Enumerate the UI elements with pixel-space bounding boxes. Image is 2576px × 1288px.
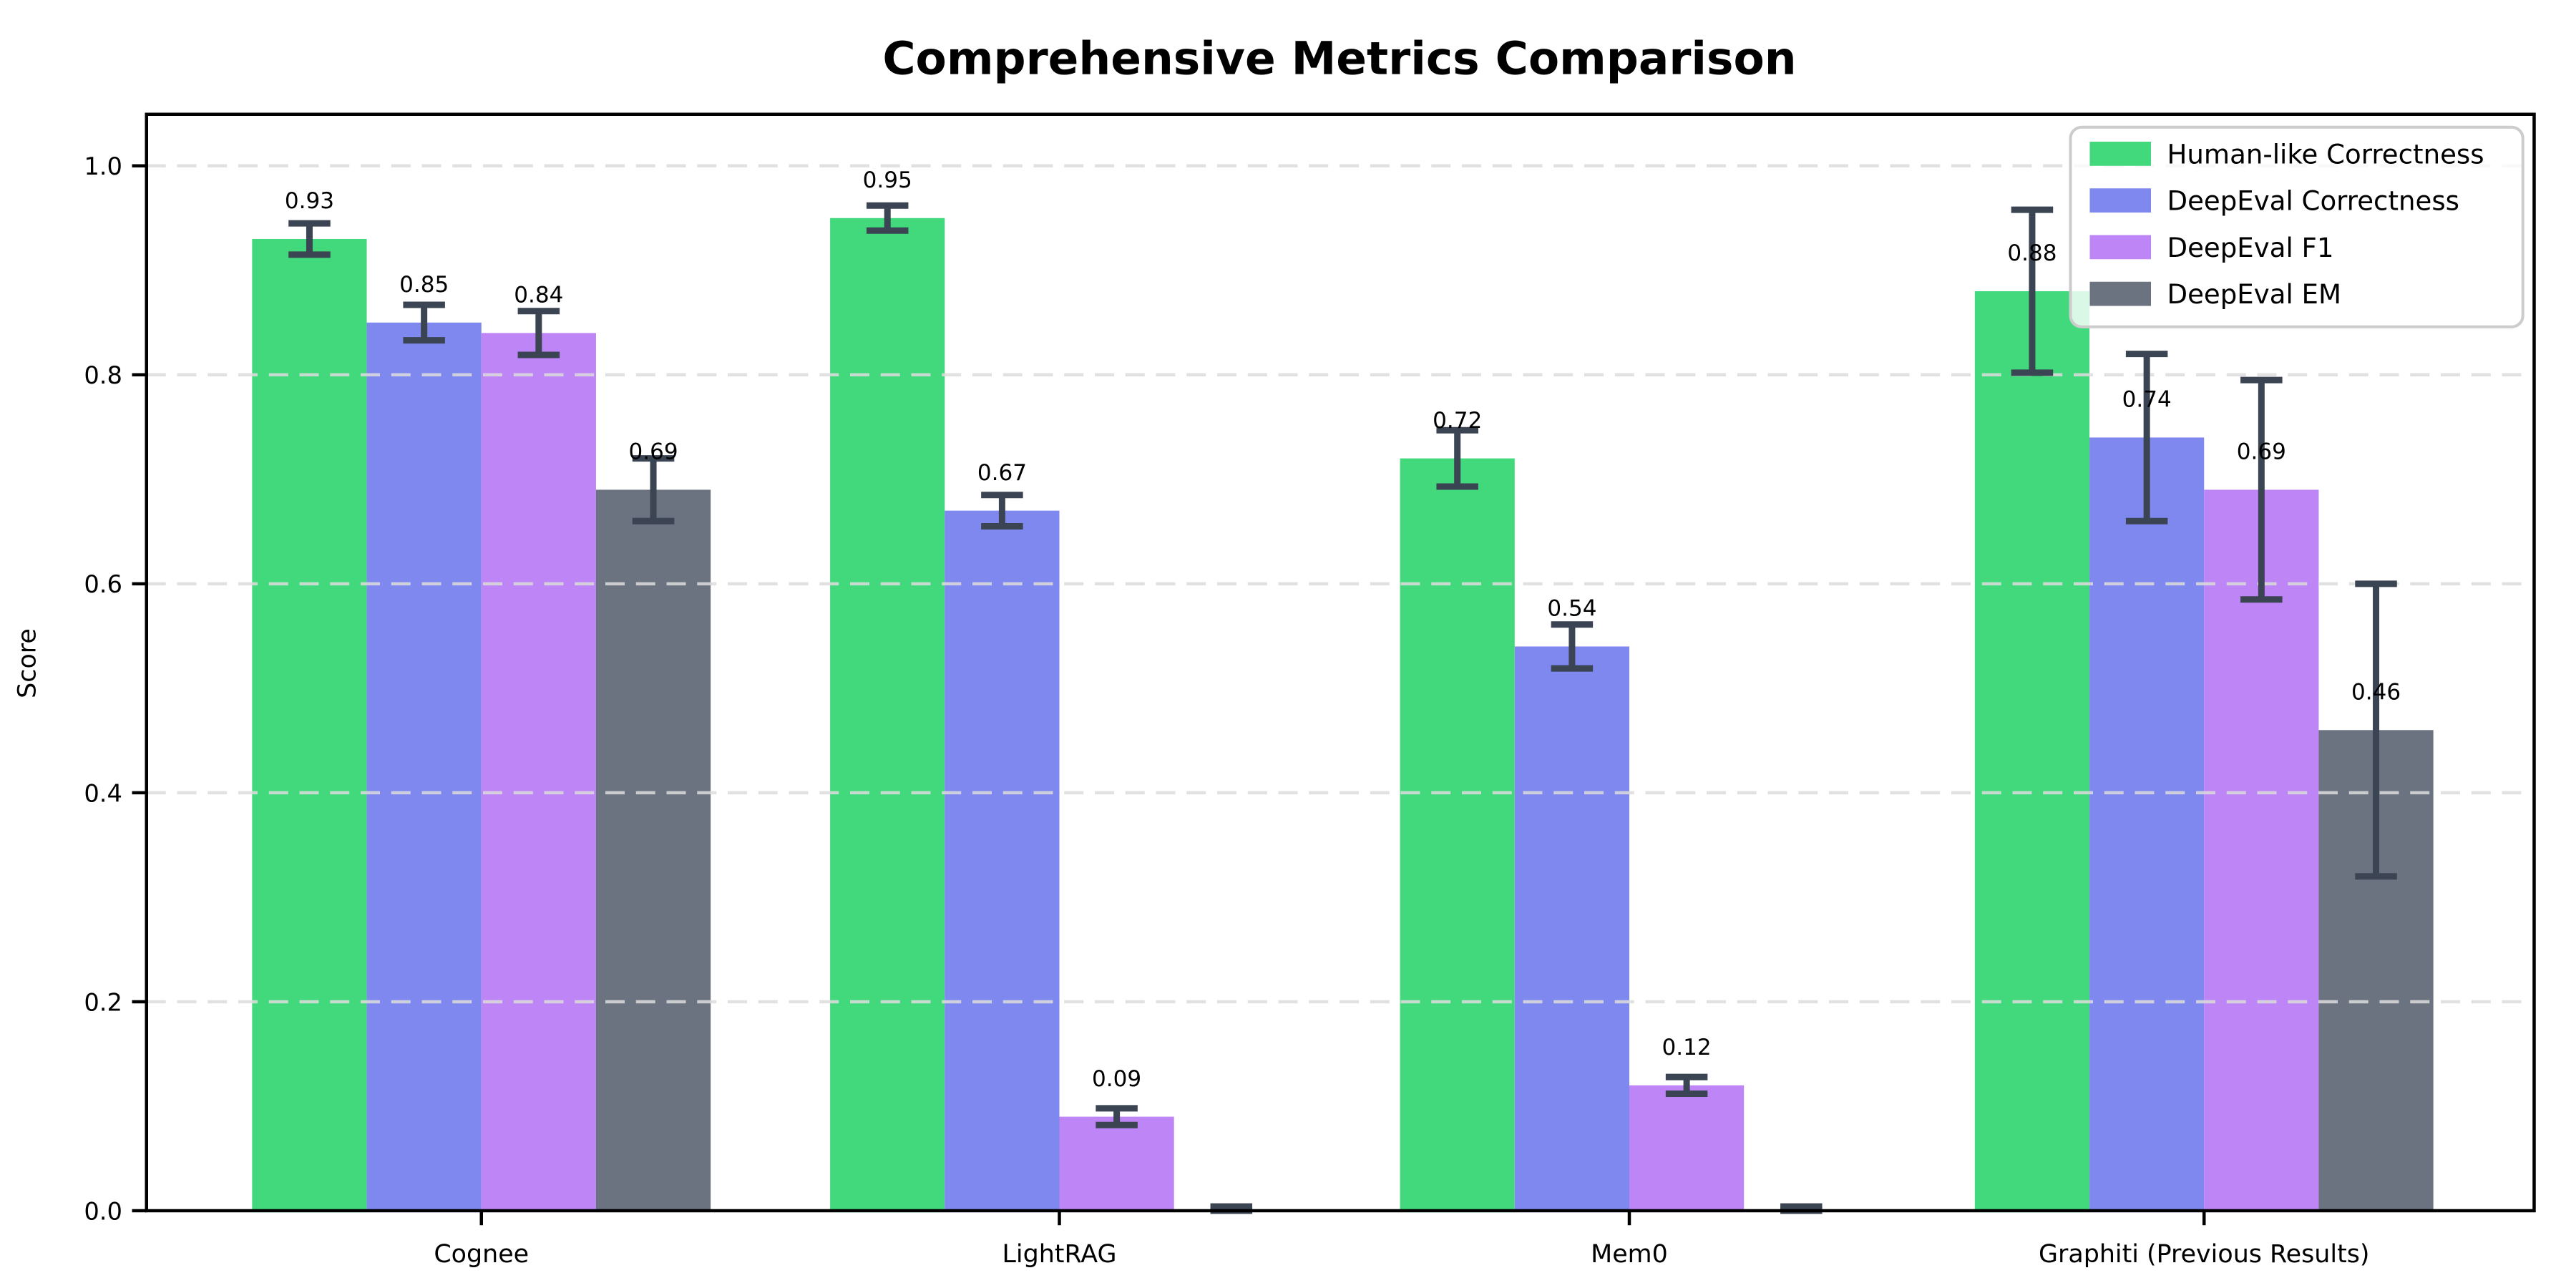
bar xyxy=(481,333,596,1211)
bar xyxy=(1629,1085,1745,1211)
bar-value-label: 0.54 xyxy=(1547,596,1596,622)
chart-title: Comprehensive Metrics Comparison xyxy=(882,33,1796,85)
bar xyxy=(1059,1116,1174,1211)
bar-value-label: 0.88 xyxy=(2007,240,2057,266)
bar-value-label: 0.09 xyxy=(1092,1066,1141,1092)
legend-swatch xyxy=(2089,188,2151,213)
bar xyxy=(2089,437,2205,1211)
y-tick-label: 0.2 xyxy=(84,988,122,1016)
bar-value-label: 0.85 xyxy=(399,272,449,298)
bar xyxy=(595,489,711,1211)
legend-label: DeepEval EM xyxy=(2167,279,2342,310)
bar-value-label: 0.84 xyxy=(514,283,563,308)
legend-box xyxy=(2069,125,2524,328)
axes-frame xyxy=(145,112,2536,1213)
bar-value-label: 0.69 xyxy=(2237,439,2286,465)
bar-value-label: 0.67 xyxy=(977,460,1027,486)
bar xyxy=(830,218,945,1211)
y-tick-label: 0.0 xyxy=(84,1197,122,1225)
bar-value-label: 0.46 xyxy=(2351,680,2401,706)
bar-value-label: 0.95 xyxy=(863,167,912,193)
bar-value-label: 0.72 xyxy=(1433,408,1482,434)
bar xyxy=(1974,291,2090,1211)
bar xyxy=(366,322,482,1211)
y-tick-label: 0.4 xyxy=(84,779,122,807)
legend-swatch xyxy=(2089,142,2151,166)
bar xyxy=(252,238,367,1211)
legend-swatch xyxy=(2089,235,2151,260)
legend-swatch xyxy=(2089,281,2151,306)
x-tick-label: Mem0 xyxy=(1591,1240,1668,1269)
bar xyxy=(1400,458,1515,1211)
bar xyxy=(2204,489,2319,1211)
x-tick-label: LightRAG xyxy=(1002,1240,1116,1269)
bar-value-label: 0.93 xyxy=(285,188,334,214)
y-tick-label: 1.0 xyxy=(84,152,122,180)
bar-value-label: 0.69 xyxy=(628,439,678,465)
bar-value-label: 0.74 xyxy=(2122,387,2172,413)
x-tick-label: Cognee xyxy=(434,1240,529,1269)
bar-value-label: 0.12 xyxy=(1662,1035,1712,1060)
bar xyxy=(945,510,1060,1211)
legend-label: DeepEval Correctness xyxy=(2167,186,2460,217)
y-tick-label: 0.8 xyxy=(84,361,122,389)
y-axis-label: Score xyxy=(14,628,42,698)
x-tick-label: Graphiti (Previous Results) xyxy=(2039,1240,2370,1269)
y-tick-label: 0.6 xyxy=(84,570,122,598)
bar xyxy=(1514,646,1629,1211)
legend-label: Human-like Correctness xyxy=(2167,139,2484,170)
plot-area: 0.93 0.95 0.72 0.88 0.85 0.67 0.54 0.74 0.84 0.09… xyxy=(84,112,2536,1269)
legend-label: DeepEval F1 xyxy=(2167,233,2334,263)
